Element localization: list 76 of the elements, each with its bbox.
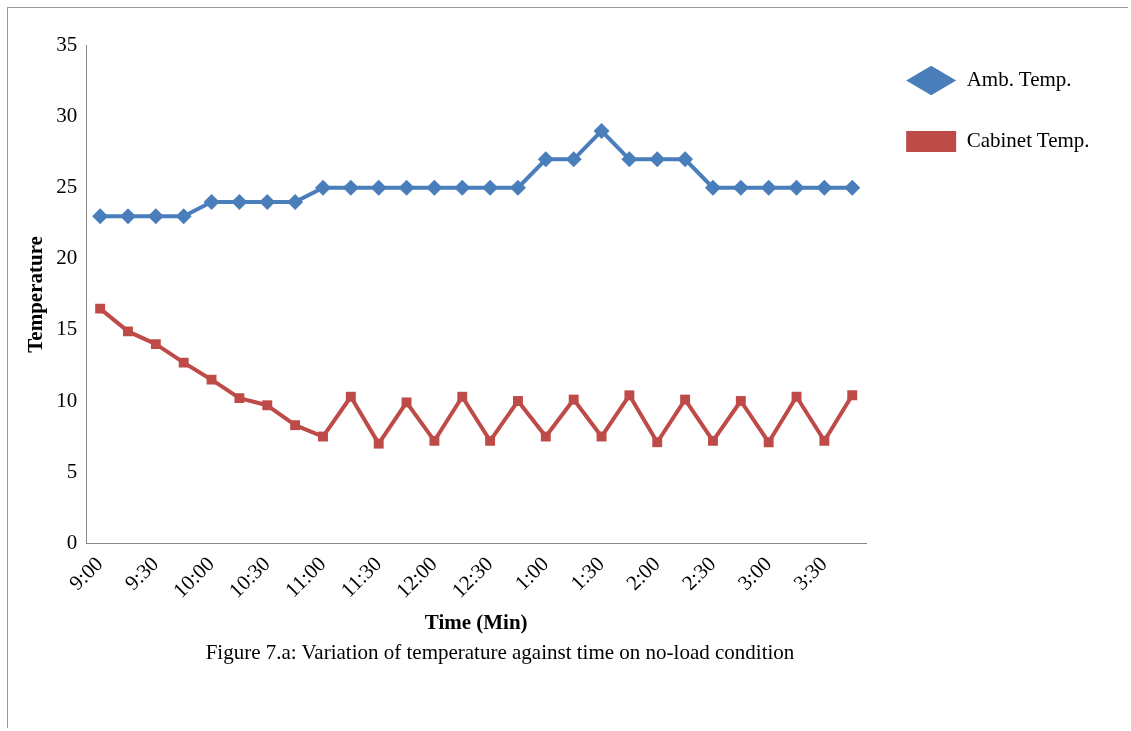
point [318, 431, 328, 442]
y-tick-label: 15 [56, 316, 78, 341]
point [816, 179, 833, 196]
point [178, 357, 189, 368]
point [788, 179, 805, 196]
point [150, 339, 161, 350]
x-tick-label: 1:00 [509, 551, 554, 595]
point [314, 179, 331, 196]
point [732, 179, 749, 196]
point [262, 400, 273, 411]
point [454, 179, 471, 196]
y-tick-label: 35 [56, 32, 78, 57]
point [290, 420, 301, 431]
point [568, 394, 579, 405]
point [370, 179, 387, 196]
point [513, 396, 523, 406]
point [652, 437, 663, 448]
point [621, 151, 638, 168]
point [345, 391, 356, 402]
x-tick-label: 9:00 [64, 551, 108, 595]
point [537, 151, 554, 168]
point [123, 326, 133, 337]
point [763, 437, 774, 448]
point [119, 208, 136, 225]
point [175, 208, 192, 225]
point [791, 391, 802, 402]
point [482, 179, 499, 196]
point [457, 391, 468, 402]
y-tick-label: 20 [56, 245, 78, 270]
point [206, 374, 217, 385]
y-tick-label: 10 [56, 387, 78, 412]
point [680, 394, 691, 405]
point [509, 179, 526, 196]
x-tick-label: 3:00 [732, 551, 777, 595]
point [735, 396, 746, 406]
point [259, 193, 276, 210]
point [401, 397, 412, 408]
point [677, 151, 694, 168]
point [92, 208, 109, 225]
point [147, 208, 164, 225]
x-tick-label: 9:30 [119, 551, 164, 595]
point [649, 151, 666, 168]
legend-label: Amb. Temp. [966, 67, 1072, 92]
point [819, 435, 830, 446]
point [287, 193, 304, 210]
y-tick-label: 25 [56, 174, 78, 199]
point [847, 390, 858, 401]
point [540, 431, 551, 442]
point [844, 179, 861, 196]
point [708, 435, 718, 446]
point [398, 179, 415, 196]
point [485, 435, 496, 446]
point [203, 193, 220, 210]
point [373, 438, 384, 449]
point [95, 303, 106, 314]
y-tick-label: 0 [66, 529, 78, 554]
x-tick-label: 1:30 [565, 551, 609, 595]
y-tick-label: 30 [56, 103, 78, 128]
point [624, 390, 635, 401]
y-axis-title: Temperature [23, 236, 48, 353]
point [704, 179, 721, 196]
point [429, 435, 440, 446]
x-tick-label: 3:30 [788, 551, 832, 595]
point [426, 179, 443, 196]
point [231, 193, 248, 210]
point [565, 151, 582, 168]
y-tick-label: 5 [66, 458, 78, 483]
x-tick-label: 2:00 [621, 551, 665, 595]
caption: Figure 7.a: Variation of temperature against time on no-load condition [204, 640, 796, 665]
point [760, 179, 777, 196]
point [234, 393, 245, 404]
point [593, 122, 610, 139]
point [342, 179, 359, 196]
legend-label: Cabinet Temp. [966, 128, 1090, 153]
x-axis-title: Time (Min) [424, 609, 528, 634]
x-tick-label: 2:30 [677, 551, 721, 595]
